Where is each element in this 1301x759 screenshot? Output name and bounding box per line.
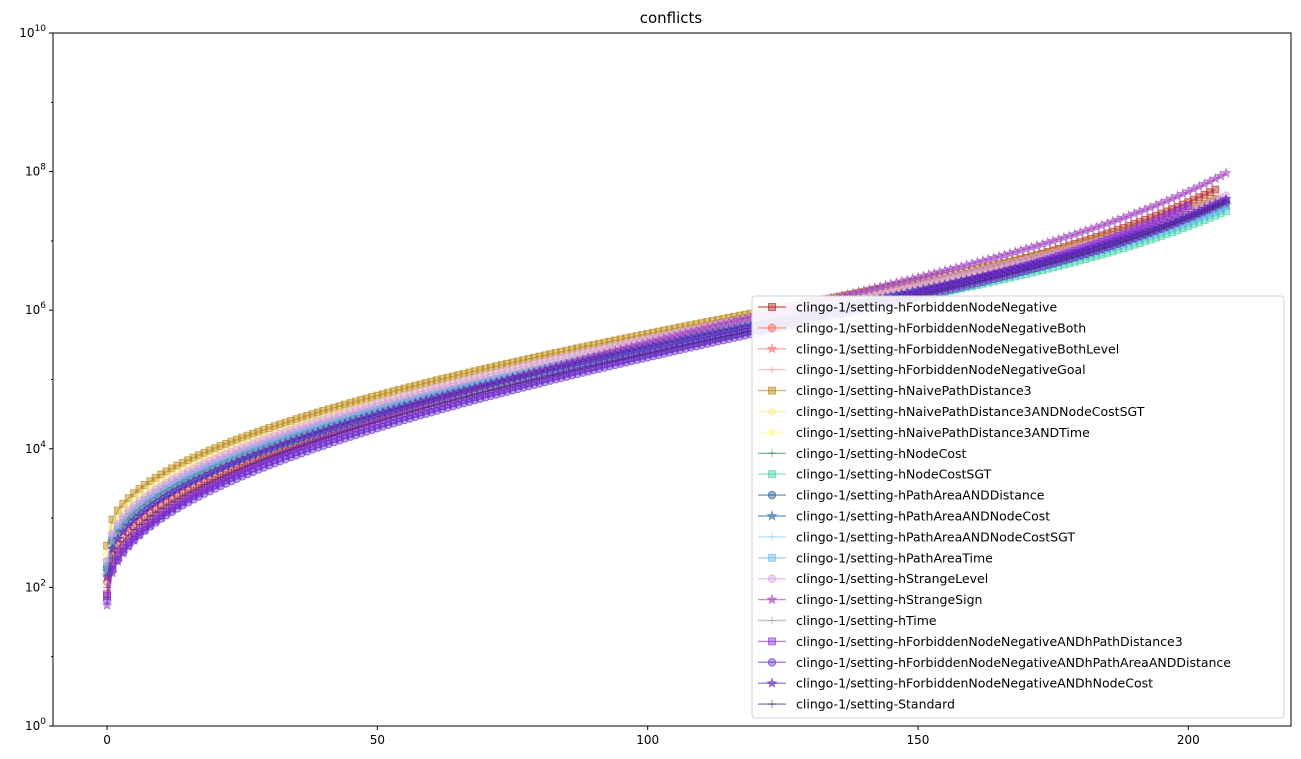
legend-entry: clingo-1/setting-hForbiddenNodeNegativeA… (758, 655, 1231, 670)
legend-label: clingo-1/setting-hNaivePathDistance3 (796, 383, 1032, 398)
data-point (173, 461, 182, 470)
data-point (118, 547, 128, 557)
legend-label: clingo-1/setting-hForbiddenNodeNegative (796, 300, 1057, 315)
legend-label: clingo-1/setting-hPathAreaANDNodeCost (796, 509, 1050, 524)
data-point (167, 464, 176, 473)
data-point (1189, 195, 1198, 204)
x-tick-label: 0 (103, 733, 111, 747)
legend-entry: clingo-1/setting-hForbiddenNodeNegativeB… (758, 341, 1119, 356)
legend: clingo-1/setting-hForbiddenNodeNegative c… (751, 295, 1285, 719)
x-tick-label: 150 (907, 733, 930, 747)
y-tick-label: 102 (25, 578, 46, 594)
legend-entry: clingo-1/setting-hNaivePathDistance3ANDN… (758, 404, 1145, 419)
legend-label: clingo-1/setting-hTime (796, 613, 937, 628)
data-point (102, 596, 112, 605)
x-tick-label: 200 (1177, 733, 1200, 747)
x-tick-label: 50 (370, 733, 385, 747)
legend-label: clingo-1/setting-hForbiddenNodeNegativeA… (796, 676, 1153, 691)
legend-entry: clingo-1/setting-hNaivePathDistance3ANDT… (758, 425, 1090, 440)
data-point (184, 456, 193, 465)
data-point (216, 442, 225, 451)
legend-marker (767, 658, 777, 667)
legend-marker (767, 407, 777, 416)
legend-entry: clingo-1/setting-hForbiddenNodeNegativeG… (758, 362, 1086, 377)
legend-label: clingo-1/setting-Standard (796, 697, 955, 712)
legend-marker (768, 553, 776, 562)
legend-entry: clingo-1/setting-hPathAreaANDNodeCostSGT (758, 529, 1075, 544)
data-point (194, 451, 203, 460)
data-point (211, 444, 220, 453)
legend-label: clingo-1/setting-hForbiddenNodeNegativeA… (796, 655, 1231, 670)
data-point (205, 446, 214, 455)
y-tick-label: 104 (25, 440, 46, 456)
data-point (1205, 188, 1214, 197)
data-point (178, 458, 187, 467)
data-point (1200, 190, 1209, 199)
legend-marker (768, 303, 776, 311)
legend-label: clingo-1/setting-hPathAreaANDNodeCostSGT (796, 529, 1075, 544)
legend-entry: clingo-1/setting-hForbiddenNodeNegativeB… (758, 320, 1086, 335)
legend-label: clingo-1/setting-hForbiddenNodeNegativeG… (796, 362, 1086, 377)
data-point (113, 506, 122, 515)
legend-label: clingo-1/setting-hStrangeSign (796, 592, 982, 607)
series-line (106, 198, 1216, 546)
legend-marker (768, 470, 776, 479)
data-point (221, 439, 230, 448)
legend-entry: clingo-1/setting-hPathAreaANDDistance (758, 488, 1045, 503)
y-axis: 100 102 104 106 108 1010 (19, 24, 53, 733)
legend-label: clingo-1/setting-hNaivePathDistance3ANDN… (796, 404, 1145, 419)
data-point (113, 519, 123, 529)
data-point (1184, 201, 1193, 210)
chart-title: conflicts (640, 9, 703, 27)
data-point (108, 515, 117, 524)
legend-label: clingo-1/setting-hPathAreaTime (796, 550, 993, 565)
legend-entry: clingo-1/setting-hForbiddenNodeNegative (758, 300, 1057, 315)
data-point (1195, 193, 1204, 202)
legend-label: clingo-1/setting-hPathAreaANDDistance (796, 488, 1045, 503)
data-point (119, 499, 128, 508)
legend-marker (767, 490, 777, 500)
y-tick-label: 100 (25, 717, 46, 733)
legend-marker (767, 574, 777, 584)
series-layer (101, 167, 1232, 611)
data-point (162, 467, 171, 476)
x-axis: 0 50 100 150 200 (103, 726, 1200, 747)
legend-label: clingo-1/setting-hForbiddenNodeNegativeA… (796, 634, 1183, 649)
data-point (113, 555, 123, 565)
y-tick-label: 106 (25, 301, 46, 317)
data-point (200, 448, 209, 457)
legend-label: clingo-1/setting-hStrangeLevel (796, 571, 988, 586)
legend-label: clingo-1/setting-hNodeCost (796, 446, 967, 461)
x-tick-label: 100 (636, 733, 659, 747)
legend-marker (768, 386, 776, 395)
data-point (189, 453, 198, 462)
legend-marker (767, 323, 777, 333)
legend-entry: clingo-1/setting-hForbiddenNodeNegativeA… (758, 676, 1153, 691)
legend-label: clingo-1/setting-hForbiddenNodeNegativeB… (796, 320, 1086, 335)
legend-entry: clingo-1/setting-hForbiddenNodeNegativeA… (758, 634, 1183, 649)
legend-marker (768, 637, 776, 646)
legend-entry: clingo-1/setting-hNaivePathDistance3 (758, 383, 1032, 398)
legend-label: clingo-1/setting-hForbiddenNodeNegativeB… (796, 341, 1119, 356)
legend-entry: clingo-1/setting-hPathAreaANDNodeCost (758, 509, 1050, 524)
legend-label: clingo-1/setting-hNaivePathDistance3ANDT… (796, 425, 1090, 440)
y-tick-label: 108 (25, 163, 46, 179)
y-tick-label: 1010 (19, 24, 46, 40)
legend-label: clingo-1/setting-hNodeCostSGT (796, 467, 992, 482)
data-point (1211, 185, 1220, 194)
